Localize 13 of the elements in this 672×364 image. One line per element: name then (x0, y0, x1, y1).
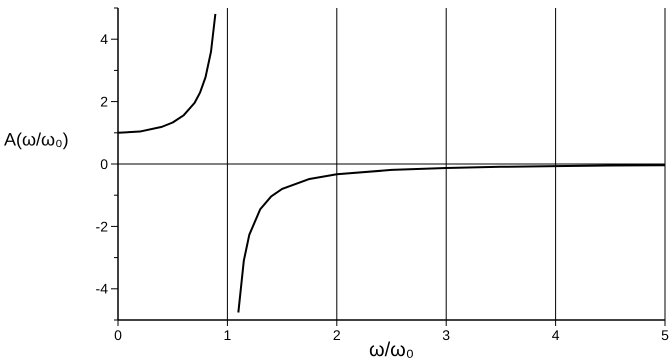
y-tick-label: 2 (100, 94, 108, 110)
x-tick-label: 0 (114, 327, 122, 343)
x-axis-title: ω/ω₀ (368, 339, 414, 361)
y-tick-label: 4 (100, 31, 108, 48)
y-axis-title: A(ω/ω₀) (4, 129, 69, 150)
y-tick-label: 0 (100, 156, 108, 172)
y-tick-label: -4 (96, 280, 108, 297)
x-tick-label: 4 (552, 327, 560, 343)
x-tick-label: 5 (661, 327, 670, 343)
x-tick-label: 3 (442, 327, 450, 343)
y-tick-label: -2 (96, 218, 108, 234)
x-tick-label: 1 (224, 327, 232, 343)
x-tick-label: 2 (332, 327, 341, 343)
